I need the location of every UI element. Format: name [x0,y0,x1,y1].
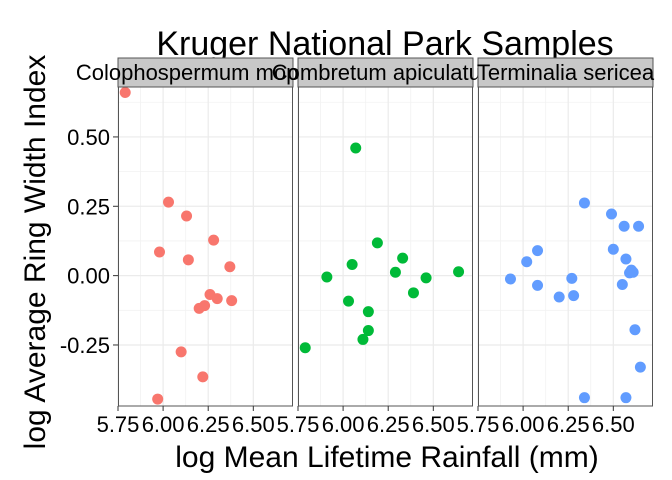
data-point [346,259,358,271]
data-point [629,324,641,336]
data-point [343,295,355,307]
chart-title: Kruger National Park Samples [156,25,613,63]
data-point [407,287,419,299]
facet-strip [297,57,474,88]
data-point [152,393,164,405]
facet-strip-label: Terminalia sericea [477,60,655,85]
data-point [578,392,590,404]
y-tick-label: -0.25 [60,333,110,358]
data-point [620,253,632,265]
data-point [568,290,580,302]
x-tick-label: 6.00 [322,412,365,437]
data-point [193,302,205,314]
x-tick-label: 6.50 [412,412,455,437]
y-axis-title: log Average Ring Width Index [19,55,52,450]
data-point [453,266,465,278]
data-point [357,333,369,345]
data-point [182,254,194,266]
data-point [197,371,209,383]
x-tick-label: 5.75 [97,412,140,437]
facet-panel: Terminalia sericea 5.75 6.00 6.25 6.50 [457,57,655,437]
data-point [532,245,544,257]
series-points [119,87,238,405]
data-point [153,246,165,258]
data-point [627,266,639,278]
y-tick-label: 0.25 [67,194,110,219]
x-tick-label: 6.25 [187,412,230,437]
x-tick-label: 6.25 [367,412,410,437]
panel-background [298,87,473,406]
x-tick-label: 6.25 [547,412,590,437]
panel-background [118,87,293,406]
data-point [224,261,236,273]
facet-strip-label: Combretum apiculatum [272,60,499,85]
data-point [181,210,193,222]
facet-strip-label: Colophospermum mopane [76,60,335,85]
data-point [321,271,333,283]
facet-strip [477,57,654,88]
data-point [175,346,187,358]
data-point [211,293,223,305]
data-point [634,361,646,373]
data-point [616,279,628,291]
data-point [350,142,362,154]
x-tick-label: 5.75 [457,412,500,437]
data-point [521,256,533,268]
y-tick-label: 0.50 [67,125,110,150]
data-point [504,273,516,285]
data-point [606,208,618,220]
data-point [607,243,619,255]
data-point [397,252,409,264]
data-point [618,220,630,232]
panel-background [478,87,653,406]
x-tick-label: 6.00 [142,412,185,437]
series-points [299,142,465,354]
data-point [578,197,590,209]
x-tick-label: 6.00 [502,412,545,437]
data-point [389,266,401,278]
x-tick-label: 6.50 [232,412,275,437]
data-point [553,291,565,303]
x-tick-label: 5.75 [277,412,320,437]
data-point [420,272,432,284]
data-point [633,220,645,232]
data-point [362,306,374,318]
data-point [119,87,131,99]
data-point [208,234,220,246]
series-points [504,197,646,404]
data-point [620,392,632,404]
data-point [362,325,374,337]
data-point [299,342,311,354]
facet-strip [117,57,294,88]
x-axis-title: log Mean Lifetime Rainfall (mm) [175,441,598,474]
y-tick-label: 0.00 [67,264,110,289]
data-point [532,279,544,291]
x-tick-label: 6.50 [592,412,635,437]
data-point [163,196,175,208]
data-point [566,272,578,284]
y-axis: -0.25 0.00 0.25 0.50 [60,125,118,358]
data-point [226,295,238,307]
data-point [371,237,383,249]
